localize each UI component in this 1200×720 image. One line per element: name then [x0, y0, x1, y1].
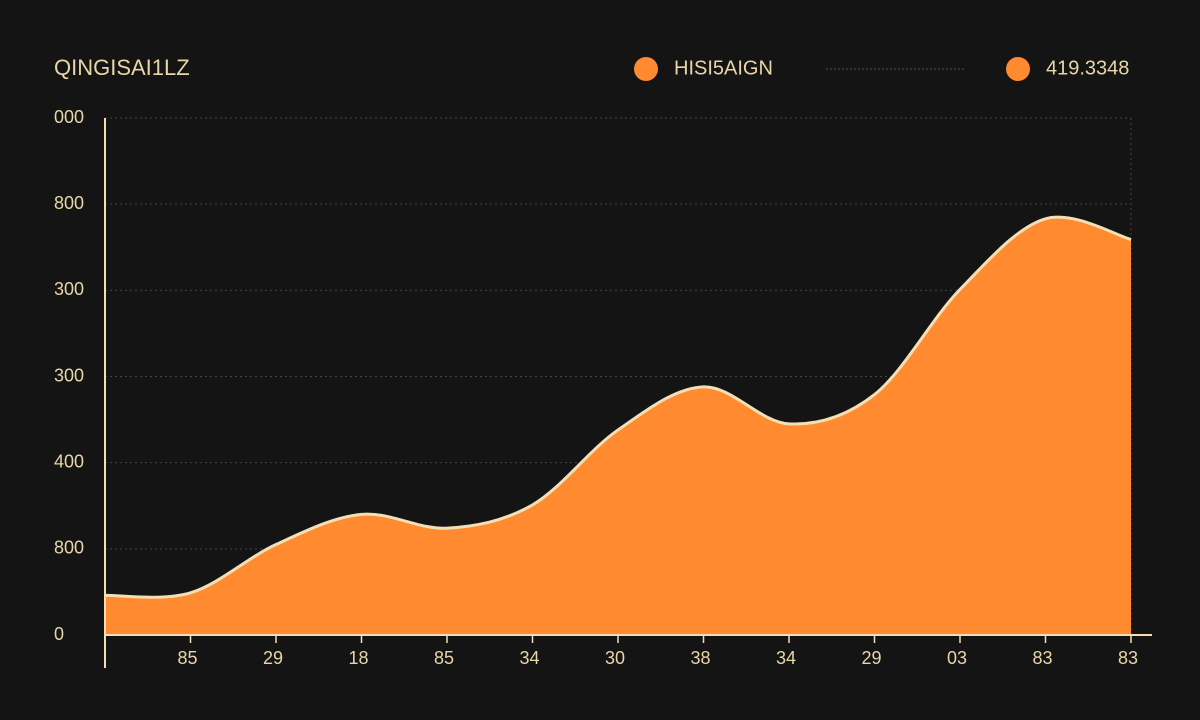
legend-label: HISI5AIGN: [674, 57, 773, 79]
y-tick-label: 000: [54, 107, 84, 127]
y-tick-label: 300: [54, 365, 84, 385]
x-tick-label: 85: [177, 648, 197, 668]
x-tick-label: 85: [434, 648, 454, 668]
x-tick-label: 18: [348, 648, 368, 668]
legend-marker: [1006, 57, 1030, 81]
legend-label: 419.3348: [1046, 57, 1129, 79]
area-fill: [105, 217, 1131, 635]
y-tick-label: 0: [54, 624, 64, 644]
x-tick-label: 29: [861, 648, 881, 668]
y-tick-label: 800: [54, 193, 84, 213]
x-tick-label: 29: [263, 648, 283, 668]
chart-title: QINGISAI1LZ: [54, 55, 190, 80]
x-tick-label: 03: [947, 648, 967, 668]
x-tick-label: 38: [690, 648, 710, 668]
y-tick-label: 300: [54, 279, 84, 299]
x-tick-label: 30: [605, 648, 625, 668]
area-line: [104, 215, 1132, 599]
x-tick-label: 83: [1118, 648, 1138, 668]
legend-marker: [634, 57, 658, 81]
x-tick-label: 34: [519, 648, 539, 668]
y-tick-label: 400: [54, 451, 84, 471]
y-tick-label: 800: [54, 538, 84, 558]
x-tick-label: 34: [776, 648, 796, 668]
x-tick-label: 83: [1032, 648, 1052, 668]
